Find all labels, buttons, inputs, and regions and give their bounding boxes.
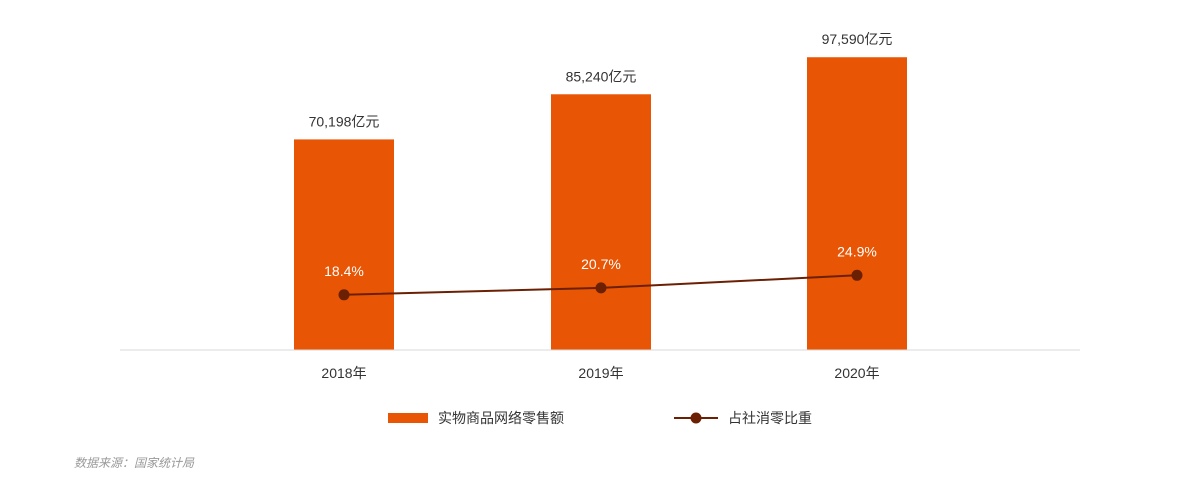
line-point-0 [338, 289, 350, 301]
line-point-label: 24.9% [837, 243, 877, 259]
x-tick-label: 2020年 [834, 365, 879, 381]
legend-bar-swatch [388, 413, 428, 423]
x-tick-label: 2019年 [578, 365, 623, 381]
x-axis-ticks: 2018年 2019年 2020年 [321, 365, 879, 381]
legend: 实物商品网络零售额 占社消零比重 [388, 410, 812, 426]
legend-line-marker-icon [690, 412, 702, 424]
line-point-label: 20.7% [581, 256, 621, 272]
bar-value-label: 97,590亿元 [822, 31, 893, 47]
bar-value-label: 85,240亿元 [566, 68, 637, 84]
line-point-2 [851, 269, 863, 281]
bars-layer: 70,198亿元 85,240亿元 97,590亿元 [294, 31, 907, 350]
legend-line-label: 占社消零比重 [728, 410, 812, 426]
bar-1 [551, 94, 651, 350]
line-layer: 18.4% 20.7% 24.9% [324, 243, 877, 301]
x-tick-label: 2018年 [321, 365, 366, 381]
line-point-1 [595, 282, 607, 294]
legend-bar-label: 实物商品网络零售额 [438, 410, 564, 426]
bar-2 [807, 57, 907, 350]
bar-0 [294, 139, 394, 350]
bar-value-label: 70,198亿元 [309, 113, 380, 129]
line-point-label: 18.4% [324, 263, 364, 279]
source-note: 数据来源：国家统计局 [74, 456, 195, 470]
